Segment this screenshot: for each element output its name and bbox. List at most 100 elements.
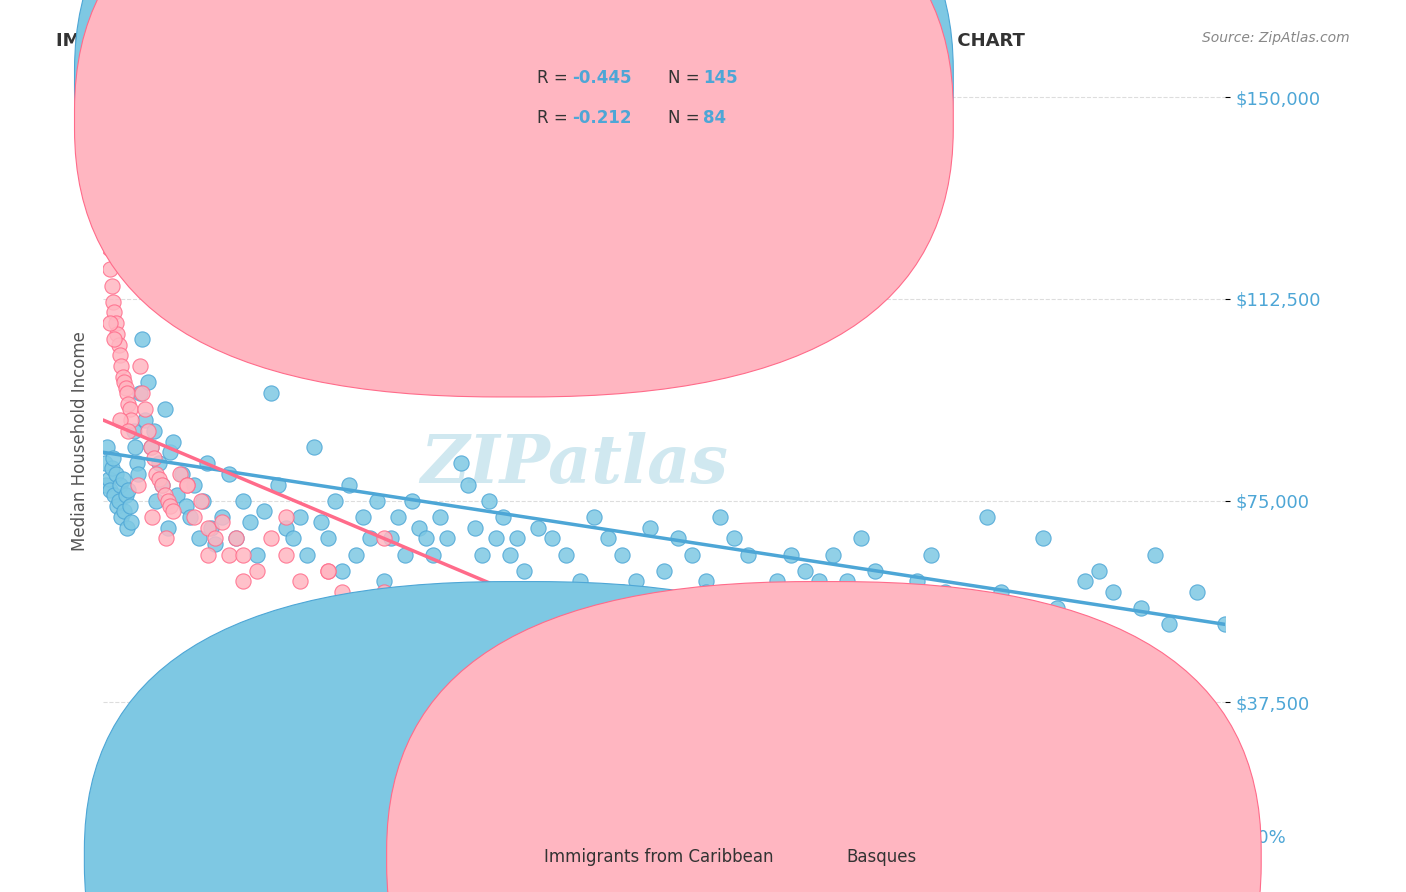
Text: Basques: Basques bbox=[846, 848, 917, 866]
Point bbox=[429, 639, 451, 653]
Point bbox=[118, 402, 141, 417]
Point bbox=[366, 493, 388, 508]
Point bbox=[443, 644, 465, 658]
Point bbox=[695, 585, 717, 599]
Point bbox=[112, 376, 135, 390]
Point bbox=[793, 564, 815, 578]
Point bbox=[260, 386, 283, 401]
Point bbox=[499, 655, 522, 669]
Point bbox=[779, 585, 801, 599]
Point bbox=[492, 509, 515, 524]
Point bbox=[652, 564, 675, 578]
Point bbox=[821, 548, 844, 562]
Point bbox=[108, 413, 131, 427]
Point bbox=[98, 262, 121, 277]
Point bbox=[274, 509, 297, 524]
Text: N =: N = bbox=[668, 70, 704, 87]
Point bbox=[506, 532, 529, 546]
Point bbox=[225, 532, 247, 546]
Point bbox=[626, 574, 648, 589]
Point bbox=[1102, 585, 1125, 599]
Point bbox=[302, 601, 325, 615]
Text: -0.212: -0.212 bbox=[572, 109, 631, 127]
Point bbox=[415, 532, 437, 546]
Point bbox=[239, 515, 262, 529]
Point bbox=[145, 467, 167, 481]
Point bbox=[638, 617, 661, 632]
Point bbox=[197, 520, 219, 534]
Point bbox=[863, 564, 886, 578]
Point bbox=[281, 532, 304, 546]
Point bbox=[302, 440, 325, 454]
Point bbox=[330, 564, 353, 578]
Point bbox=[218, 548, 240, 562]
Point bbox=[170, 467, 193, 481]
Point bbox=[513, 665, 536, 680]
Point bbox=[120, 515, 142, 529]
Point bbox=[136, 376, 159, 390]
Point bbox=[1159, 617, 1181, 632]
Point bbox=[98, 483, 121, 497]
Point bbox=[94, 477, 117, 491]
Point bbox=[96, 440, 118, 454]
Point bbox=[153, 402, 176, 417]
Point bbox=[122, 424, 145, 438]
Point bbox=[288, 509, 311, 524]
Point bbox=[110, 359, 132, 374]
Point bbox=[232, 548, 254, 562]
Point bbox=[115, 386, 138, 401]
Point bbox=[344, 548, 367, 562]
Point bbox=[436, 532, 458, 546]
Point bbox=[485, 532, 508, 546]
Point bbox=[124, 440, 146, 454]
Point bbox=[162, 504, 184, 518]
Point bbox=[835, 574, 858, 589]
Point bbox=[139, 440, 162, 454]
Point bbox=[107, 337, 129, 351]
Point bbox=[211, 509, 233, 524]
Point bbox=[976, 509, 998, 524]
Point bbox=[125, 262, 148, 277]
Point bbox=[274, 520, 297, 534]
Point bbox=[204, 537, 226, 551]
Point bbox=[162, 434, 184, 449]
Point bbox=[103, 332, 125, 346]
Point bbox=[316, 532, 339, 546]
Point bbox=[352, 509, 374, 524]
Point bbox=[1088, 564, 1111, 578]
Point bbox=[183, 509, 205, 524]
Point bbox=[111, 472, 134, 486]
Y-axis label: Median Household Income: Median Household Income bbox=[72, 332, 89, 551]
Point bbox=[723, 532, 745, 546]
Point bbox=[457, 649, 479, 664]
Point bbox=[541, 681, 564, 696]
Point bbox=[422, 548, 444, 562]
Point bbox=[612, 585, 634, 599]
Point bbox=[316, 564, 339, 578]
Text: R =: R = bbox=[537, 109, 574, 127]
Point bbox=[1144, 548, 1167, 562]
Point bbox=[190, 493, 212, 508]
Point bbox=[401, 617, 423, 632]
Point bbox=[150, 477, 173, 491]
Point bbox=[260, 532, 283, 546]
Point bbox=[849, 532, 872, 546]
Point bbox=[232, 574, 254, 589]
Point bbox=[1018, 617, 1040, 632]
Point bbox=[527, 671, 550, 685]
Point bbox=[155, 532, 177, 546]
Text: Source: ZipAtlas.com: Source: ZipAtlas.com bbox=[1202, 31, 1350, 45]
Point bbox=[891, 585, 914, 599]
Point bbox=[103, 488, 125, 502]
Point bbox=[807, 574, 830, 589]
Point bbox=[117, 424, 139, 438]
Point bbox=[583, 509, 606, 524]
Point bbox=[373, 532, 395, 546]
Text: IMMIGRANTS FROM CARIBBEAN VS BASQUE MEDIAN HOUSEHOLD INCOME CORRELATION CHART: IMMIGRANTS FROM CARIBBEAN VS BASQUE MEDI… bbox=[56, 31, 1025, 49]
Point bbox=[98, 316, 121, 330]
Point bbox=[150, 477, 173, 491]
Point bbox=[429, 509, 451, 524]
Point bbox=[111, 370, 134, 384]
Point bbox=[128, 386, 150, 401]
Point bbox=[176, 477, 198, 491]
